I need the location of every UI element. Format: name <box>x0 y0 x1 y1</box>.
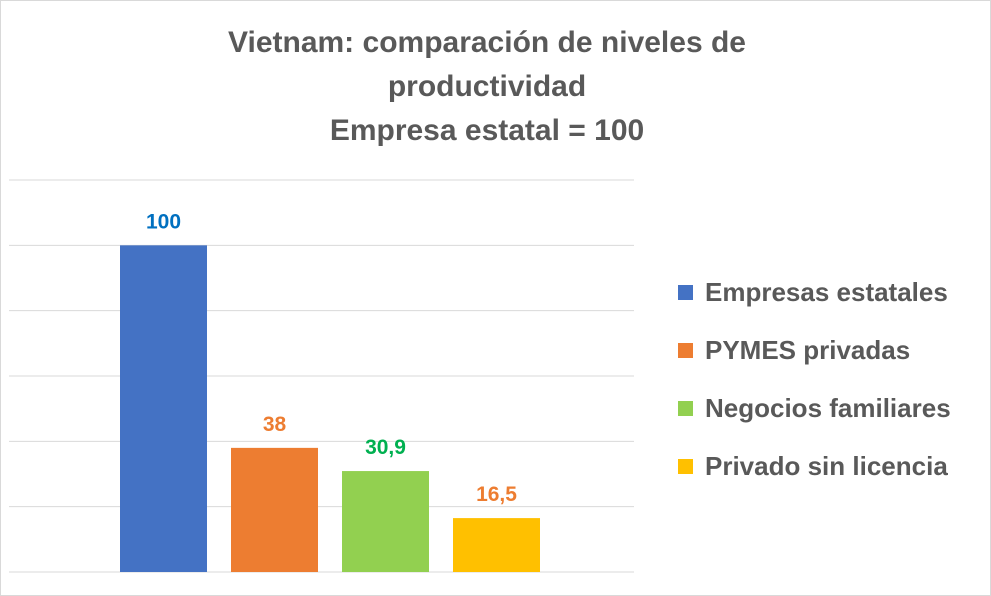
data-label-1: 100 <box>146 210 181 233</box>
bar-1 <box>120 245 207 573</box>
legend-label: PYMES privadas <box>705 334 911 365</box>
legend-swatch <box>678 284 693 300</box>
legend-swatch <box>678 342 693 358</box>
legend-swatch <box>678 458 693 474</box>
bar-3 <box>342 471 429 572</box>
chart-title: Vietnam: comparación de niveles de produ… <box>228 26 746 147</box>
chart-legend: Empresas estatales PYMES privadas Negocios… <box>678 263 951 495</box>
legend-item: Empresas estatales <box>678 263 951 321</box>
legend-item: PYMES privadas <box>678 321 951 379</box>
bar-4 <box>453 518 540 572</box>
data-label-2: 38 <box>263 413 287 436</box>
legend-swatch <box>678 400 693 416</box>
legend-item: Privado sin licencia <box>678 437 951 495</box>
data-label-4: 16,5 <box>476 483 517 506</box>
legend-label: Empresas estatales <box>705 276 948 307</box>
data-label-3: 30,9 <box>365 436 406 459</box>
legend-label: Negocios familiares <box>705 392 951 423</box>
bar-2 <box>231 447 318 572</box>
legend-label: Privado sin licencia <box>705 450 948 481</box>
legend-item: Negocios familiares <box>678 379 951 437</box>
